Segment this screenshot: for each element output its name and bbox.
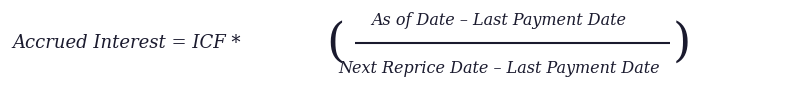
Text: As of Date – Last Payment Date: As of Date – Last Payment Date [371, 12, 626, 29]
Text: Next Reprice Date – Last Payment Date: Next Reprice Date – Last Payment Date [338, 60, 660, 77]
Text: (: ( [326, 20, 345, 66]
Text: ): ) [673, 20, 691, 66]
Text: Accrued Interest = ICF *: Accrued Interest = ICF * [12, 34, 247, 52]
